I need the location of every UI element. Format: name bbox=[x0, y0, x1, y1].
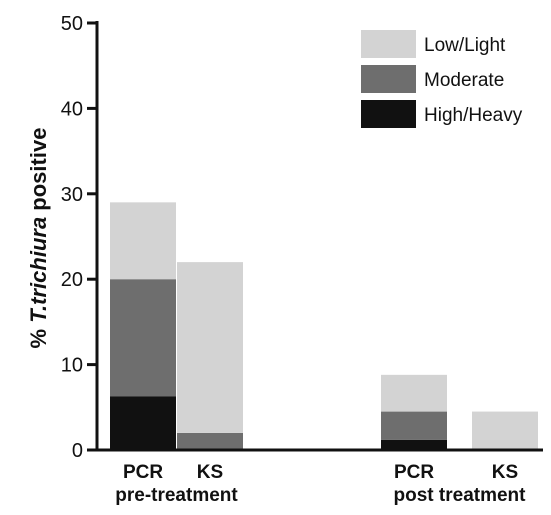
y-tick-label-0: 0 bbox=[72, 440, 83, 462]
y-tick-label-50: 50 bbox=[61, 13, 83, 35]
y-axis-label: % T.trichiura positive bbox=[26, 128, 51, 349]
group-label-0: pre-treatment bbox=[115, 485, 238, 506]
bar-segment-high-heavy-2 bbox=[381, 439, 447, 450]
legend-swatch-high-heavy bbox=[361, 100, 416, 128]
bar-segment-low-light-0 bbox=[110, 202, 176, 280]
x-tick-label-1: KS bbox=[197, 462, 223, 483]
legend: Low/Light Moderate High/Heavy bbox=[361, 30, 523, 128]
bar-segment-moderate-2 bbox=[381, 411, 447, 440]
legend-swatch-moderate bbox=[361, 65, 416, 93]
x-tick-label-3: KS bbox=[492, 462, 518, 483]
y-tick-label-40: 40 bbox=[61, 98, 83, 120]
y-axis-label-part-1: T.trichiura bbox=[26, 217, 51, 323]
y-axis-label-group: % T.trichiura positive bbox=[26, 128, 51, 349]
bar-segment-moderate-1 bbox=[177, 432, 243, 450]
y-tick-label-10: 10 bbox=[61, 355, 83, 377]
y-axis-label-part-0: % bbox=[26, 323, 51, 349]
bar-segment-low-light-1 bbox=[177, 262, 243, 433]
bar-segment-low-light-2 bbox=[381, 374, 447, 412]
group-label-1: post treatment bbox=[394, 485, 527, 506]
bar-segment-high-heavy-0 bbox=[110, 396, 176, 450]
y-axis-label-part-2: positive bbox=[26, 128, 51, 217]
bars bbox=[110, 202, 538, 450]
legend-label-low-light: Low/Light bbox=[424, 35, 506, 56]
bar-segment-low-light-3 bbox=[472, 411, 538, 450]
x-tick-label-0: PCR bbox=[123, 462, 163, 483]
legend-label-high-heavy: High/Heavy bbox=[424, 105, 523, 126]
legend-label-moderate: Moderate bbox=[424, 70, 504, 91]
x-tick-label-2: PCR bbox=[394, 462, 434, 483]
y-tick-label-30: 30 bbox=[61, 184, 83, 206]
legend-swatch-low-light bbox=[361, 30, 416, 58]
y-tick-label-20: 20 bbox=[61, 269, 83, 291]
bar-segment-moderate-0 bbox=[110, 279, 176, 397]
